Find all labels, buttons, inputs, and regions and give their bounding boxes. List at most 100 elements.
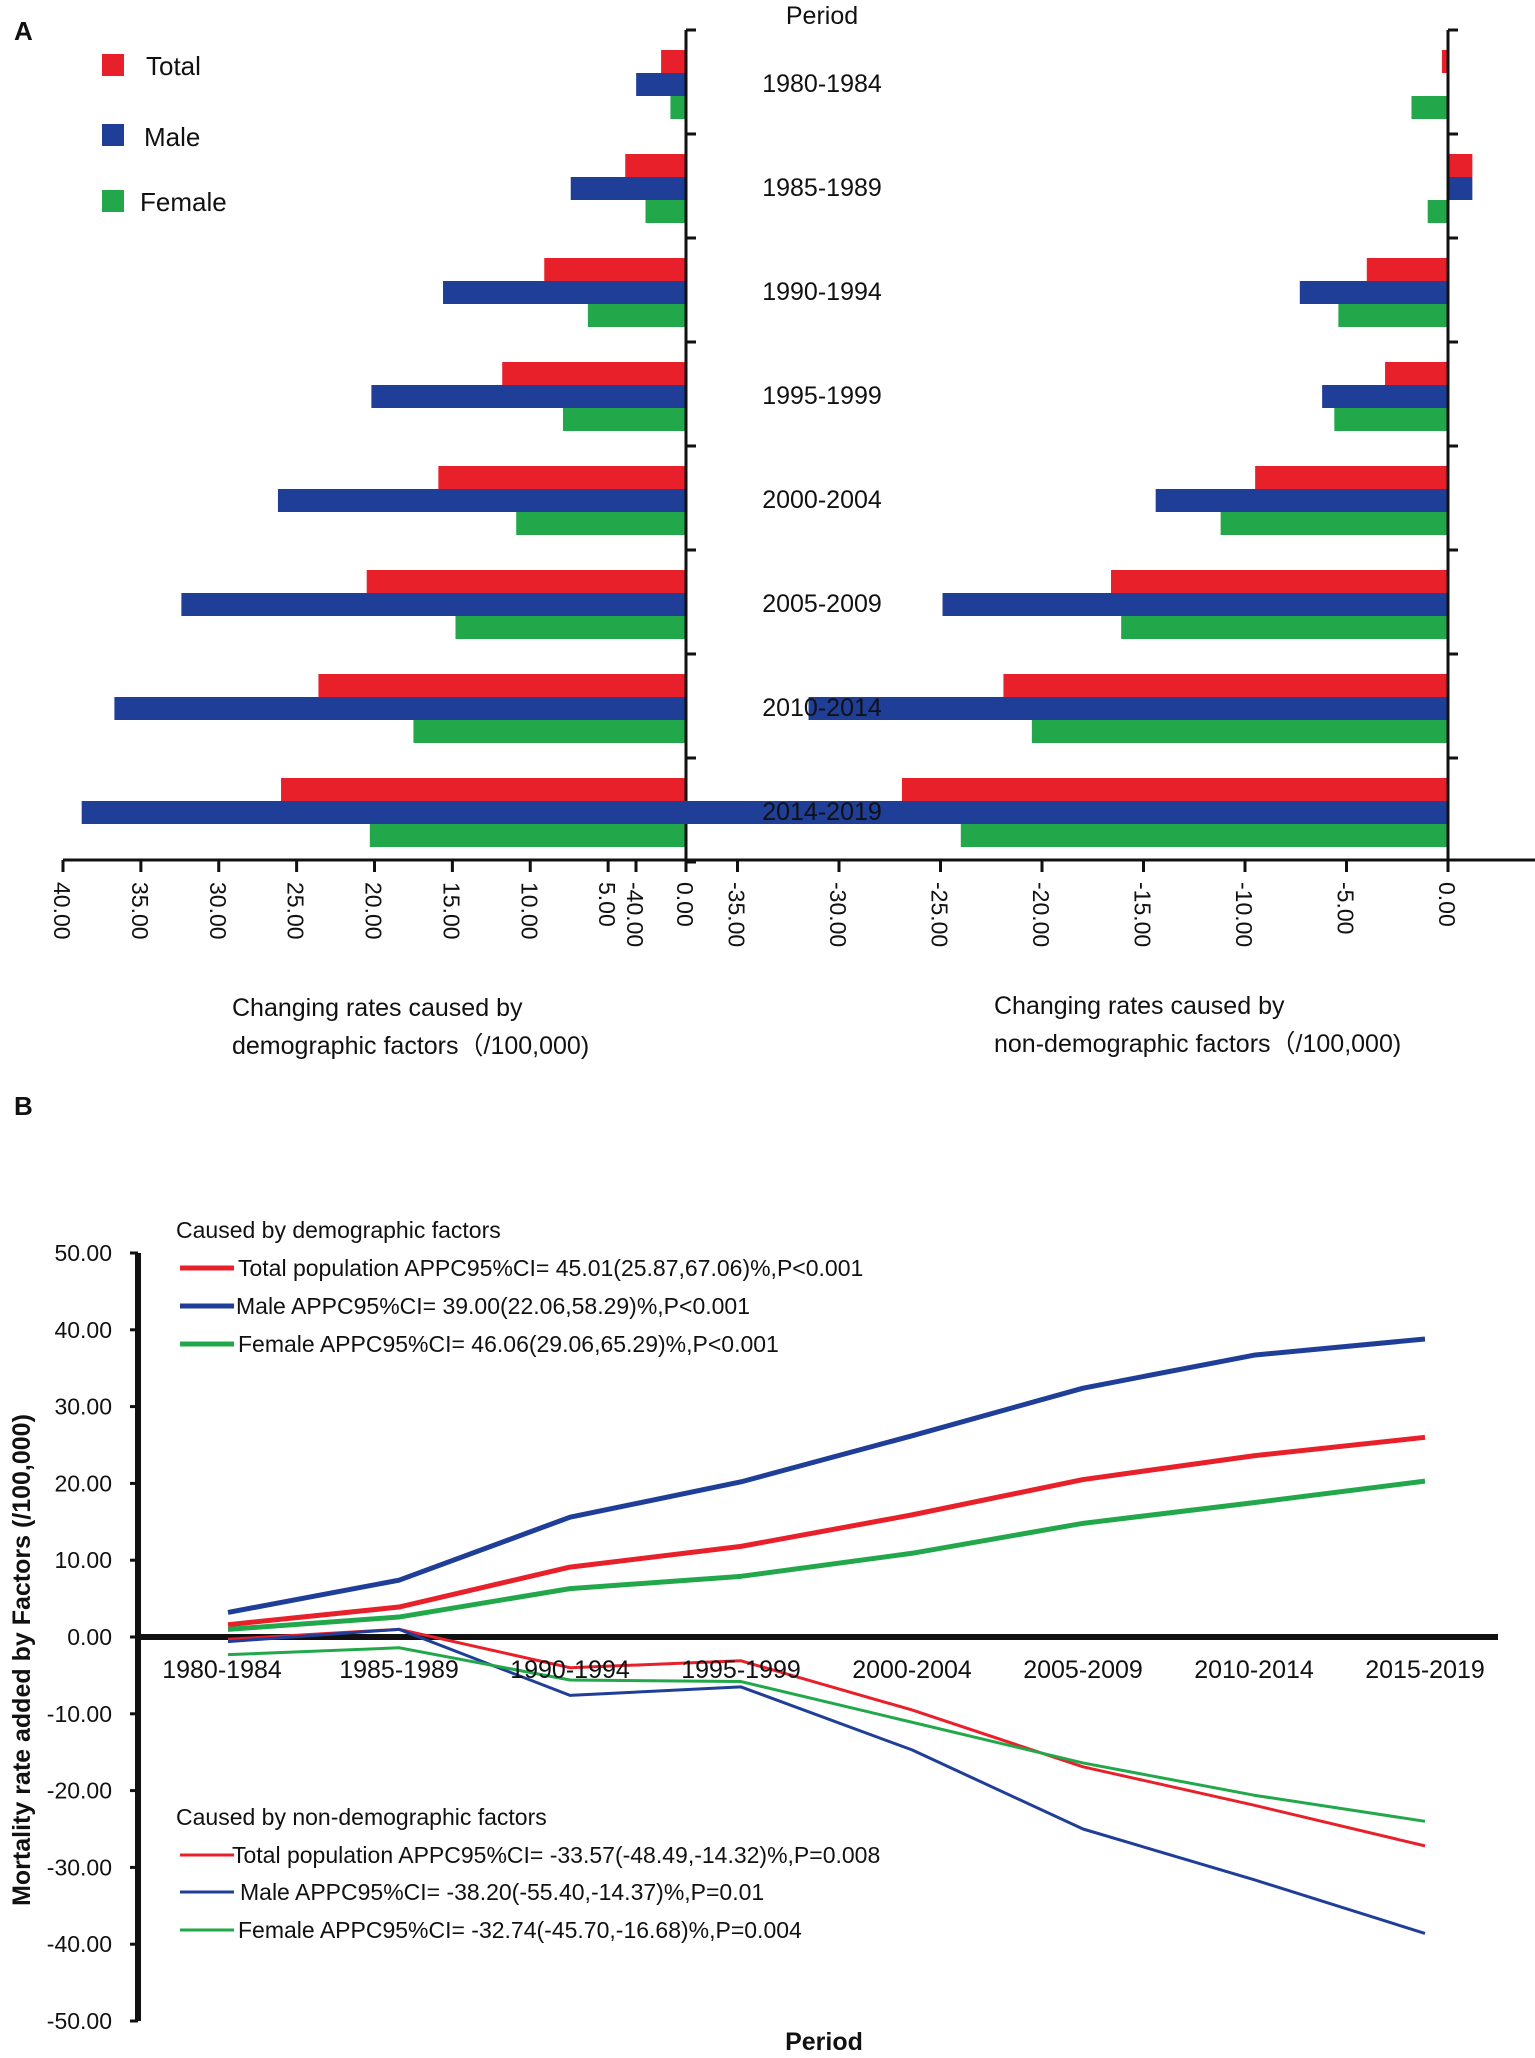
legend-swatch-male <box>102 124 124 146</box>
right-bar-total-1985-1989 <box>1448 154 1473 177</box>
period-label-2005-2009: 2005-2009 <box>762 590 882 618</box>
left-bar-male-1980-1984 <box>636 73 686 96</box>
panel-b-line-demographic-2 <box>227 1478 1426 1632</box>
left-xlabel-line2: demographic factors（/100,000) <box>232 1032 589 1060</box>
panel-b-y-tick-label: 10.00 <box>54 1547 112 1573</box>
panel-b-y-tick-label: 20.00 <box>54 1470 112 1496</box>
panel-b-legend-label: Total population APPC95%CI= 45.01(25.87,… <box>238 1255 863 1281</box>
period-label-2000-2004: 2000-2004 <box>762 486 882 514</box>
left-bar-total-2005-2009 <box>366 570 686 593</box>
panel-b-xlabel: Period <box>785 2028 863 2056</box>
panel-b-y-tick-label: -40.00 <box>47 1931 112 1957</box>
left-tick-label: 10.00 <box>516 882 542 940</box>
legend-swatch-total <box>102 54 124 76</box>
panel-b-x-tick-label: 1990-1994 <box>510 1656 630 1684</box>
panel-b-legend-label: Female APPC95%CI= -32.74(-45.70,-16.68)%… <box>238 1917 802 1943</box>
right-tick-label: -20.00 <box>1028 882 1054 947</box>
panel-b-y-tick-label: 0.00 <box>67 1624 112 1650</box>
right-tick-label: -5.00 <box>1333 882 1359 934</box>
right-bar-total-1995-1999 <box>1385 362 1448 385</box>
panel-b-y-tick-label: 40.00 <box>54 1317 112 1343</box>
left-bar-total-2014-2019 <box>281 778 686 801</box>
left-bar-male-1995-1999 <box>371 385 686 408</box>
panel-b-y-tick-label: 30.00 <box>54 1394 112 1420</box>
right-tick-label: -40.00 <box>622 882 648 947</box>
left-tick-label: 30.00 <box>205 882 231 940</box>
panel-b-x-tick-label: 2000-2004 <box>852 1656 972 1684</box>
left-bar-female-2010-2014 <box>413 720 686 743</box>
right-bar-total-1980-1984 <box>1441 50 1448 73</box>
period-label-1990-1994: 1990-1994 <box>762 278 882 306</box>
period-label-2010-2014: 2010-2014 <box>762 694 882 722</box>
panel-b-line-non-demographic-3 <box>227 1627 1426 1848</box>
left-bar-female-1990-1994 <box>587 304 686 327</box>
right-bar-total-2005-2009 <box>1111 570 1448 593</box>
left-tick-label: 25.00 <box>283 882 309 940</box>
left-bar-male-1985-1989 <box>570 177 686 200</box>
left-tick-label: 20.00 <box>361 882 387 940</box>
right-bar-female-1995-1999 <box>1334 408 1448 431</box>
left-bar-total-2010-2014 <box>318 674 686 697</box>
right-bar-female-2005-2009 <box>1121 616 1448 639</box>
right-bar-male-2000-2004 <box>1155 489 1448 512</box>
left-bar-total-1985-1989 <box>625 154 686 177</box>
panel-b-y-tick-label: -20.00 <box>47 1778 112 1804</box>
right-tick-label: -25.00 <box>927 882 953 947</box>
right-bar-total-2014-2019 <box>901 778 1448 801</box>
panel-b-x-tick-label: 1995-1999 <box>681 1656 801 1684</box>
panel-label-a: A <box>14 16 33 46</box>
left-bar-female-1980-1984 <box>670 96 686 119</box>
panel-b-legend-label: Male APPC95%CI= 39.00(22.06,58.29)%,P<0.… <box>236 1293 750 1319</box>
panel-label-b: B <box>14 1091 33 1121</box>
left-bar-male-2000-2004 <box>277 489 686 512</box>
legend-label-female: Female <box>140 187 227 217</box>
left-bar-male-2010-2014 <box>114 697 686 720</box>
panel-b-legend-label: Female APPC95%CI= 46.06(29.06,65.29)%,P<… <box>238 1331 779 1357</box>
panel-b-x-tick-label: 2010-2014 <box>1194 1656 1314 1684</box>
panel-b-y-tick-label: -30.00 <box>47 1854 112 1880</box>
panel-a-period-labels: 1980-1984 1985-1989 1990-1994 1995-1999 2000… <box>762 70 882 826</box>
panel-a-right-chart: -40.00 -35.00 -30.00 -25.00 -20.00 -15.00 -10.… <box>622 28 1535 947</box>
right-bar-female-2010-2014 <box>1031 720 1448 743</box>
left-bar-total-1995-1999 <box>502 362 686 385</box>
period-label-1995-1999: 1995-1999 <box>762 382 882 410</box>
left-tick-label: 40.00 <box>49 882 75 940</box>
right-bar-total-1990-1994 <box>1366 258 1448 281</box>
left-tick-label: 5.00 <box>594 882 620 927</box>
legend-title-nondemographic: Caused by non-demographic factors <box>176 1804 547 1830</box>
right-bar-male-2014-2019 <box>670 801 1448 824</box>
panel-b-line-non-demographic-5 <box>227 1646 1426 1823</box>
panel-b-legend-label: Total population APPC95%CI= -33.57(-48.4… <box>232 1842 880 1868</box>
right-bar-female-1990-1994 <box>1338 304 1448 327</box>
left-tick-label: 0.00 <box>672 882 698 927</box>
right-bar-female-2000-2004 <box>1220 512 1448 535</box>
legend-title-demographic: Caused by demographic factors <box>176 1217 501 1243</box>
left-bar-male-2005-2009 <box>181 593 686 616</box>
right-bar-total-2010-2014 <box>1003 674 1448 697</box>
period-label-2014-2019: 2014-2019 <box>762 798 882 826</box>
legend-swatch-female <box>102 190 124 212</box>
right-bar-female-2014-2019 <box>960 824 1448 847</box>
legend-label-male: Male <box>144 122 200 152</box>
period-header: Period <box>786 2 858 30</box>
right-bar-male-2005-2009 <box>942 593 1448 616</box>
panel-a-left-chart: 40.00 35.00 30.00 25.00 20.00 15.00 10.00 5.00 0… <box>49 28 698 940</box>
right-tick-label: -15.00 <box>1130 882 1156 947</box>
panel-b-x-tick-label: 2005-2009 <box>1023 1656 1143 1684</box>
right-bar-female-1985-1989 <box>1427 200 1448 223</box>
panel-b-chart: 50.00 40.00 30.00 20.00 10.00 0.00 -10.00 -20.0… <box>47 1240 1498 2034</box>
panel-b-y-tick-label: -50.00 <box>47 2008 112 2034</box>
panel-b-legend-label: Male APPC95%CI= -38.20(-55.40,-14.37)%,P… <box>240 1879 764 1905</box>
panel-a-legend: Total Male Female <box>102 51 227 217</box>
left-bar-female-2014-2019 <box>369 824 686 847</box>
left-bar-male-1990-1994 <box>443 281 686 304</box>
left-bar-total-2000-2004 <box>438 466 686 489</box>
left-tick-label: 15.00 <box>438 882 464 940</box>
right-bar-female-1980-1984 <box>1411 96 1448 119</box>
right-bar-male-1990-1994 <box>1299 281 1448 304</box>
left-bar-total-1980-1984 <box>661 50 686 73</box>
left-bar-female-1995-1999 <box>562 408 686 431</box>
right-bar-total-2000-2004 <box>1255 466 1448 489</box>
right-tick-label: -10.00 <box>1231 882 1257 947</box>
